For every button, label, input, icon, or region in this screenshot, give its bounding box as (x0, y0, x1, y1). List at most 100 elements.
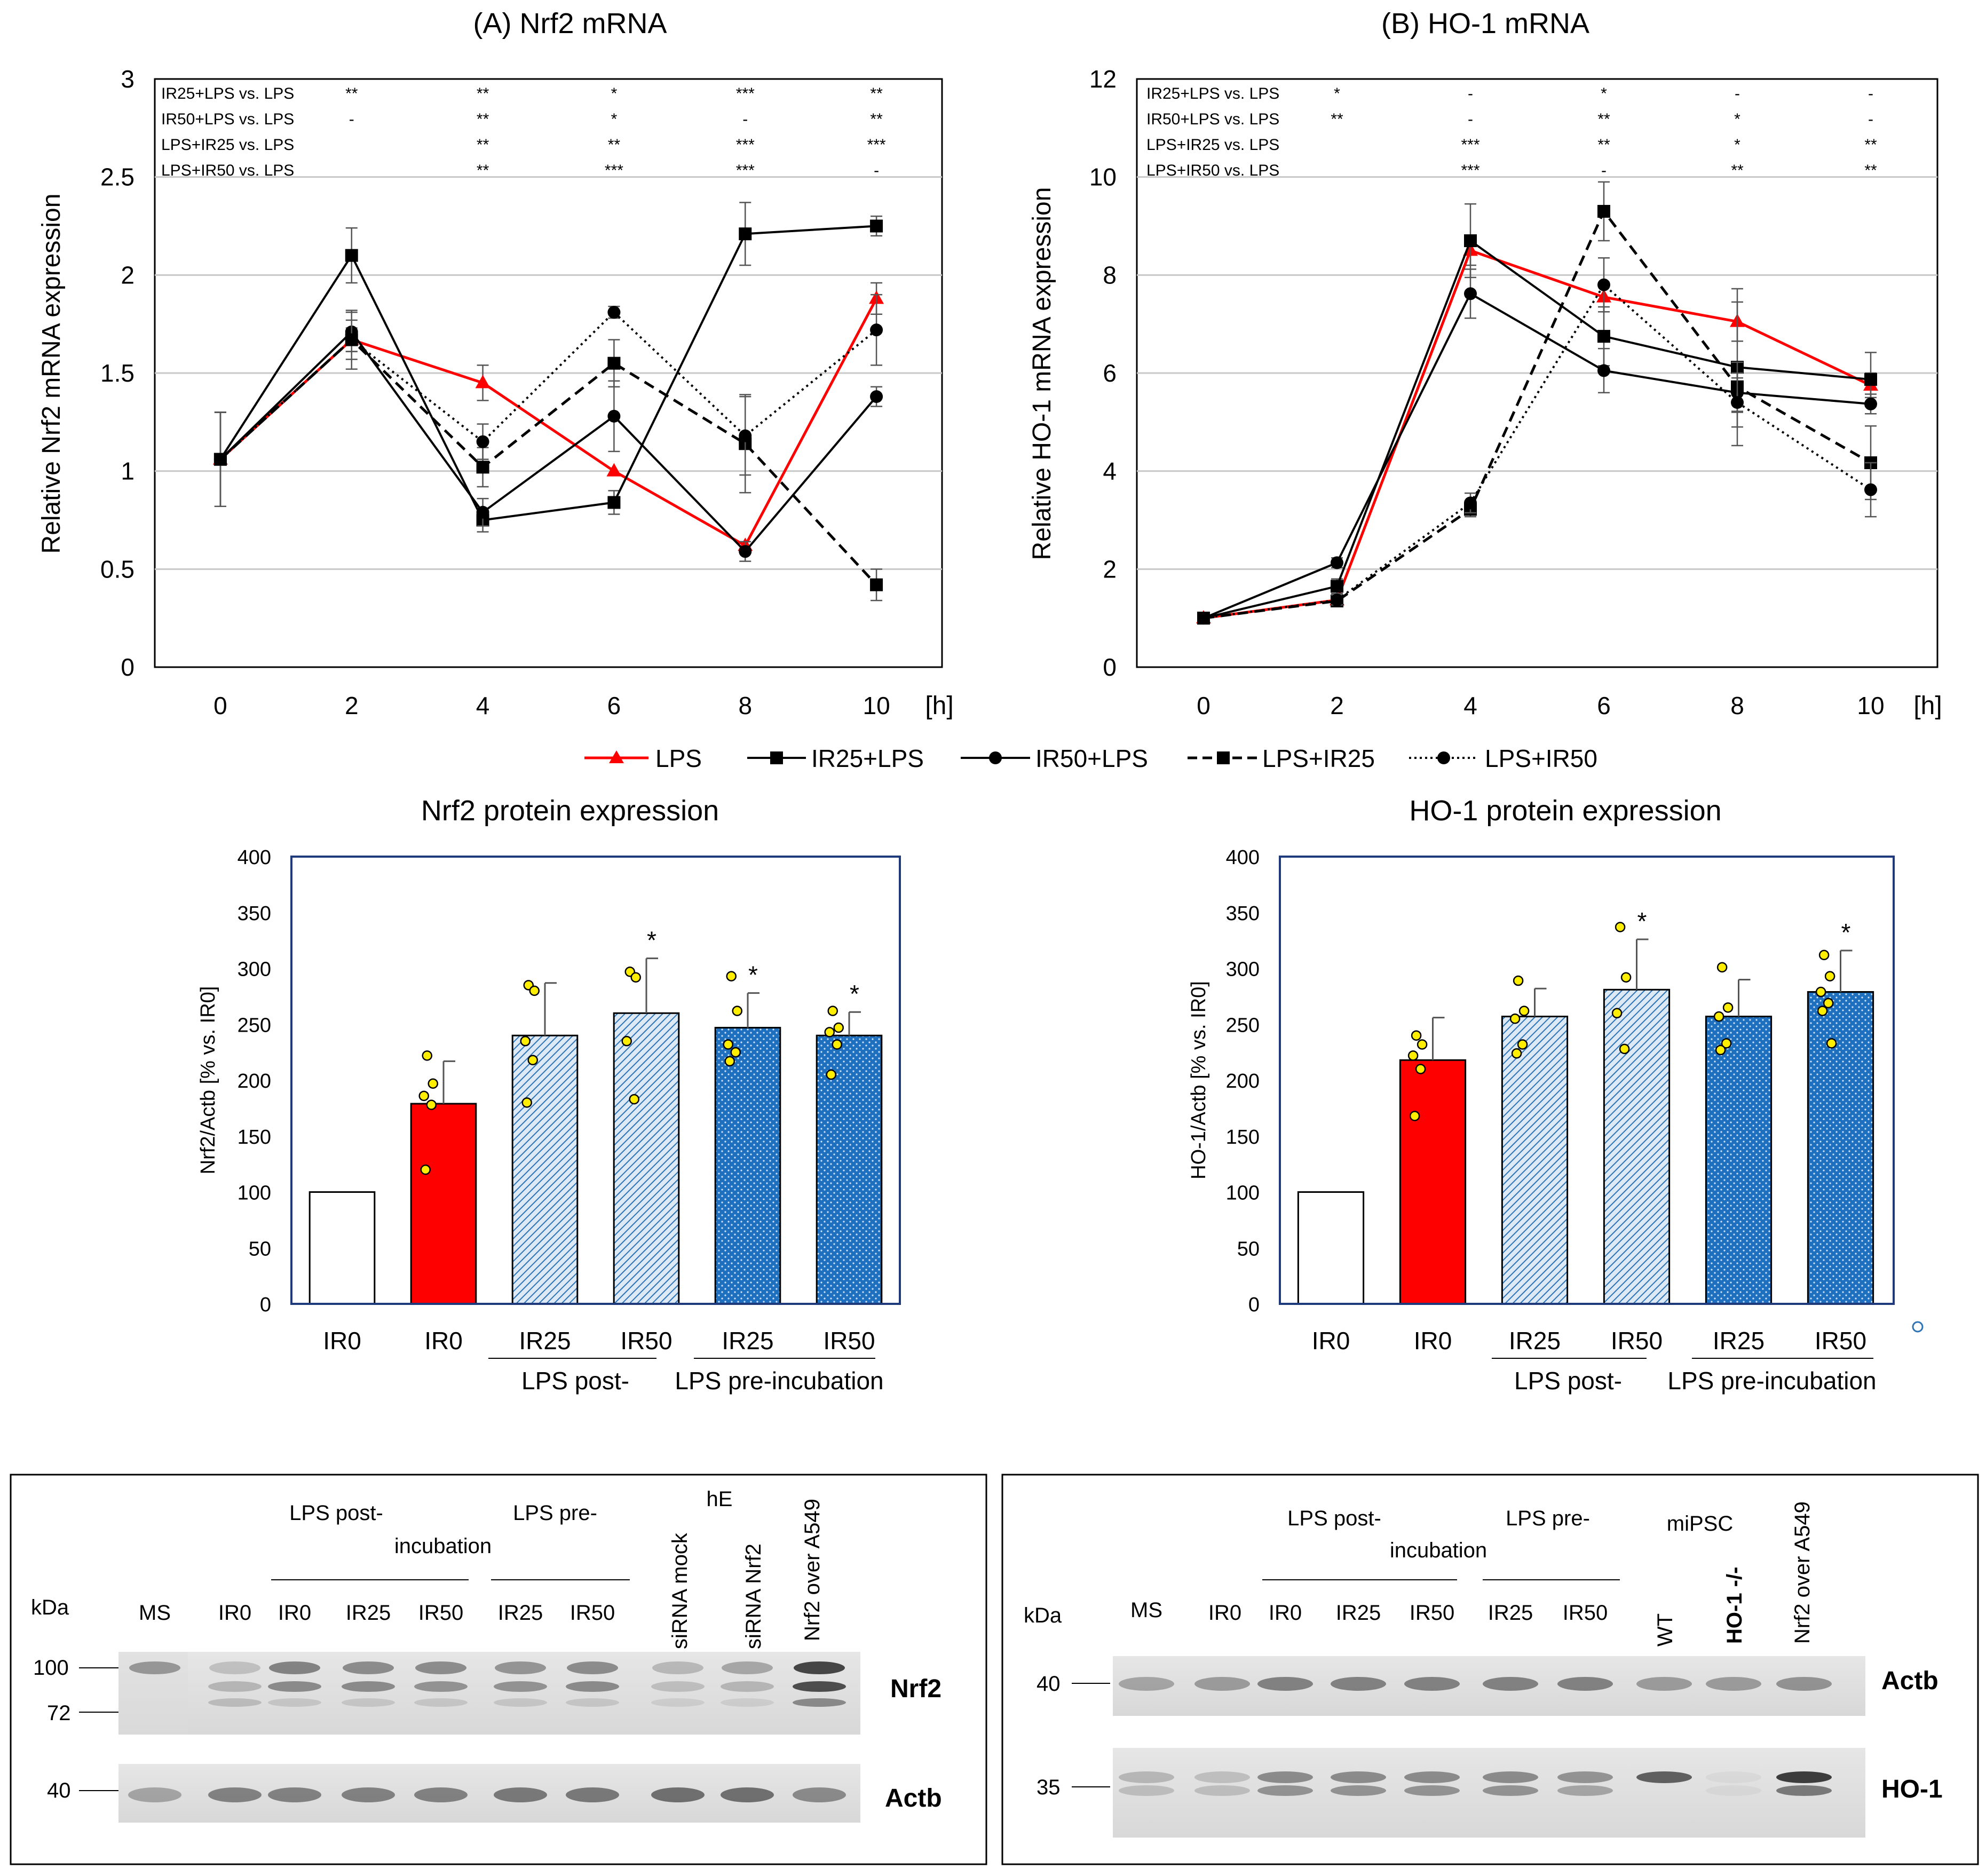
blot-band (342, 1681, 395, 1692)
x-tick-label: 4 (476, 692, 490, 719)
significance-mark: ** (1331, 110, 1343, 128)
blot-band (1257, 1785, 1313, 1796)
legend: LPS IR25+LPS IR50+LPS LPS+IR25 LPS+IR50 (584, 745, 1597, 772)
legend-label: LPS+IR50 (1485, 745, 1597, 772)
x-axis-unit: [h] (1913, 692, 1942, 720)
significance-mark: - (874, 162, 879, 179)
data-point (476, 435, 489, 448)
blot-band (1483, 1771, 1538, 1783)
header-lps-pre: LPS pre- (513, 1501, 597, 1525)
blot-band (1119, 1677, 1174, 1691)
blot-band (1636, 1771, 1692, 1783)
x-tick-label: 4 (1463, 692, 1477, 719)
data-point (1864, 373, 1877, 386)
significance-mark: *** (736, 136, 755, 154)
data-point (527, 1055, 538, 1066)
blot-band (1194, 1771, 1250, 1783)
significance-mark: - (349, 110, 354, 128)
legend-label: LPS+IR25 (1262, 745, 1375, 772)
blot-band (651, 1698, 705, 1707)
bar (308, 1191, 376, 1305)
blot-band (1557, 1677, 1613, 1691)
significance-mark: *** (605, 162, 623, 179)
data-point (1611, 1008, 1623, 1019)
data-point (1615, 922, 1626, 932)
y-axis-ticks: 0 2 4 6 8 10 12 (1089, 65, 1117, 681)
blot-band (342, 1698, 395, 1707)
blot-band (721, 1681, 774, 1692)
data-point (1331, 580, 1343, 593)
marker-label: 40 (1036, 1672, 1061, 1696)
data-point (607, 357, 621, 370)
blot-band (1706, 1771, 1761, 1783)
blot-band (651, 1681, 705, 1692)
data-point (1331, 593, 1343, 607)
circle-marker-icon (1437, 751, 1450, 764)
significance-mark: - (1868, 85, 1873, 102)
significance-mark: ** (608, 136, 621, 154)
group-label-post: LPS post- (521, 1367, 629, 1395)
blot-band (566, 1681, 619, 1692)
y-axis-label: Relative HO-1 mRNA expression (1028, 187, 1056, 560)
series-lps-ir50 (1197, 257, 1877, 625)
y-tick-label: 300 (238, 959, 271, 981)
significance-mark: ** (1864, 162, 1877, 179)
data-point (428, 1078, 438, 1089)
blot-band (1776, 1785, 1832, 1796)
bar-group: * (816, 980, 883, 1305)
data-point (1824, 971, 1835, 981)
chart-ho1-mrna: (B) HO-1 mRNA 0 2 4 6 8 10 12 0 2 4 6 8 10 [h] Rela… (1028, 7, 1942, 720)
chart-title: (B) HO-1 mRNA (1381, 7, 1589, 39)
legend-item-lps-ir50: LPS+IR50 (1409, 745, 1597, 772)
significance-row-label: IR50+LPS vs. LPS (161, 110, 294, 128)
y-axis-label: Relative Nrf2 mRNA expression (37, 194, 66, 554)
data-point (824, 1027, 835, 1038)
square-marker-icon (1217, 751, 1230, 764)
blot-band (1331, 1785, 1386, 1796)
blot-band (1557, 1771, 1613, 1783)
significance-mark: * (748, 961, 758, 989)
data-point (607, 496, 621, 509)
y-tick-label: 2 (121, 261, 134, 289)
bar-group (1399, 1017, 1467, 1305)
bar-group (1705, 962, 1773, 1305)
header-incubation: incubation (394, 1534, 492, 1558)
lane-label-rotated: HO-1 -/- (1723, 1567, 1746, 1644)
legend-item-lps: LPS (584, 745, 702, 772)
bar-group (1297, 1191, 1365, 1305)
blot-edge (118, 1652, 188, 1735)
data-point (1518, 1006, 1530, 1016)
y-tick-label: 50 (1237, 1238, 1260, 1260)
blot-band (1257, 1771, 1313, 1783)
blot-band (1557, 1785, 1613, 1796)
y-tick-label: 0 (1103, 653, 1117, 681)
group-label-pre: LPS pre-incubation (1667, 1367, 1876, 1395)
significance-mark: - (1468, 110, 1473, 128)
significance-mark: ** (870, 85, 883, 102)
x-axis-ticks: 0 2 4 6 8 10 (1197, 692, 1884, 719)
data-point (520, 1035, 531, 1047)
data-point (630, 972, 641, 983)
blot-background (1113, 1748, 1865, 1838)
blot-band (268, 1787, 321, 1802)
data-point (1597, 364, 1610, 377)
series-lps-ir25 (213, 310, 883, 601)
bar (1501, 1016, 1569, 1305)
y-tick-label: 350 (1226, 903, 1260, 925)
data-point (739, 429, 752, 442)
category-label: IR50 (1611, 1327, 1663, 1355)
data-point (476, 461, 489, 474)
y-tick-label: 400 (1226, 846, 1260, 869)
blot-frame (1001, 1474, 1979, 1865)
data-point (826, 1069, 836, 1080)
x-tick-label: 2 (345, 692, 359, 719)
lane-label: IR25 (346, 1601, 391, 1625)
blot-band (1257, 1677, 1313, 1691)
data-point (870, 578, 883, 591)
data-point (1731, 396, 1744, 409)
y-tick-label: 12 (1089, 65, 1117, 93)
data-point (1716, 962, 1728, 973)
significance-table: IR25+LPS vs. LPS ** ** * *** **IR50+LPS vs. L… (161, 85, 886, 179)
data-point (1619, 1043, 1630, 1055)
